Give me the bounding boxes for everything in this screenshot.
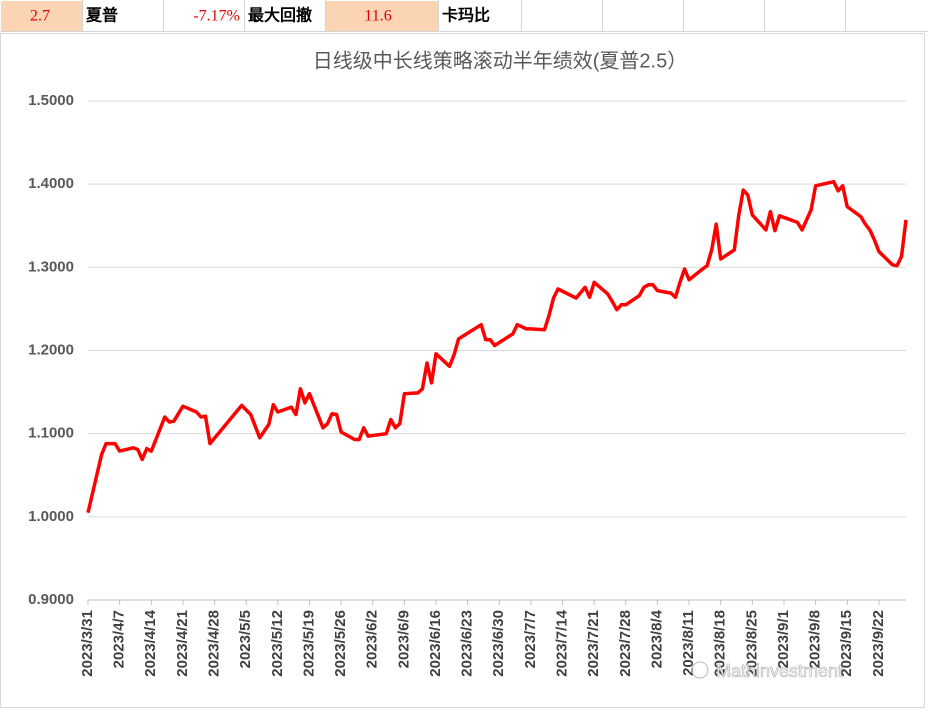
x-tick-label: 2023/4/21: [174, 610, 191, 677]
x-tick-label: 2023/7/21: [585, 610, 602, 677]
cell-value: 11.6: [364, 8, 391, 25]
y-tick-label: 1.3000: [28, 258, 74, 275]
cell-bg: [326, 1, 438, 31]
x-tick-label: 2023/8/18: [712, 610, 729, 677]
x-tick-label: 2023/4/7: [111, 610, 128, 668]
y-tick-label: 1.2000: [28, 341, 74, 358]
chart-area: [0, 33, 925, 708]
sheet-grid: [0, 0, 928, 32]
x-tick-label: 2023/5/5: [237, 610, 254, 668]
x-tick-label: 2023/7/28: [617, 610, 634, 677]
x-tick-label: 2023/8/11: [680, 610, 697, 676]
x-tick-label: 2023/6/30: [490, 610, 507, 677]
x-tick-label: 2023/5/26: [332, 610, 349, 677]
cell-value: -7.17%: [193, 8, 240, 25]
y-tick-label: 1.5000: [28, 92, 74, 109]
cell-label: 最大回撤: [248, 6, 312, 25]
x-tick-label: 2023/8/25: [743, 610, 760, 677]
x-tick-label: 2023/6/2: [364, 610, 381, 668]
x-tick-label: 2023/6/16: [427, 610, 444, 677]
x-tick-label: 2023/9/15: [838, 610, 855, 677]
watermark-icon: [691, 661, 709, 679]
sheet-row: [0, 0, 928, 32]
x-tick-label: 2023/5/19: [300, 610, 317, 677]
y-tick-label: 1.0000: [28, 508, 74, 525]
cell-bg: [1, 1, 82, 31]
x-tick-label: 2023/4/28: [206, 610, 223, 677]
plot: 0.9000 1.0000 1.1000 1.2000 1.3000 1.4000 1.50…: [28, 92, 908, 677]
x-tick-label: 2023/6/9: [395, 610, 412, 668]
x-tick-label: 2023/7/14: [553, 609, 570, 676]
cell-value: 2.7: [30, 8, 50, 25]
x-tick-label: 2023/3/31: [79, 610, 96, 677]
x-tick-label: 2023/9/8: [807, 610, 824, 668]
watermark: Mathinvestment: [716, 661, 843, 681]
x-tick-label: 2023/5/12: [269, 610, 286, 677]
x-tick-label: 2023/4/14: [142, 609, 159, 676]
x-tick-label: 2023/8/4: [648, 609, 665, 668]
x-tick-label: 2023/9/1: [775, 610, 792, 668]
x-tick-label: 2023/9/22: [870, 610, 887, 677]
y-tick-label: 1.1000: [28, 425, 74, 442]
chart-title: 日线级中长线策略滚动半年绩效(夏普2.5）: [313, 49, 687, 72]
cell-label: 卡玛比: [442, 6, 490, 25]
line-series: [86, 179, 908, 514]
x-tick-label: 2023/6/23: [459, 610, 476, 677]
x-tick-label: 2023/7/7: [522, 610, 539, 668]
y-tick-label: 1.4000: [28, 175, 74, 192]
cell-label: 夏普: [85, 6, 118, 25]
y-tick-label: 0.9000: [28, 591, 74, 608]
